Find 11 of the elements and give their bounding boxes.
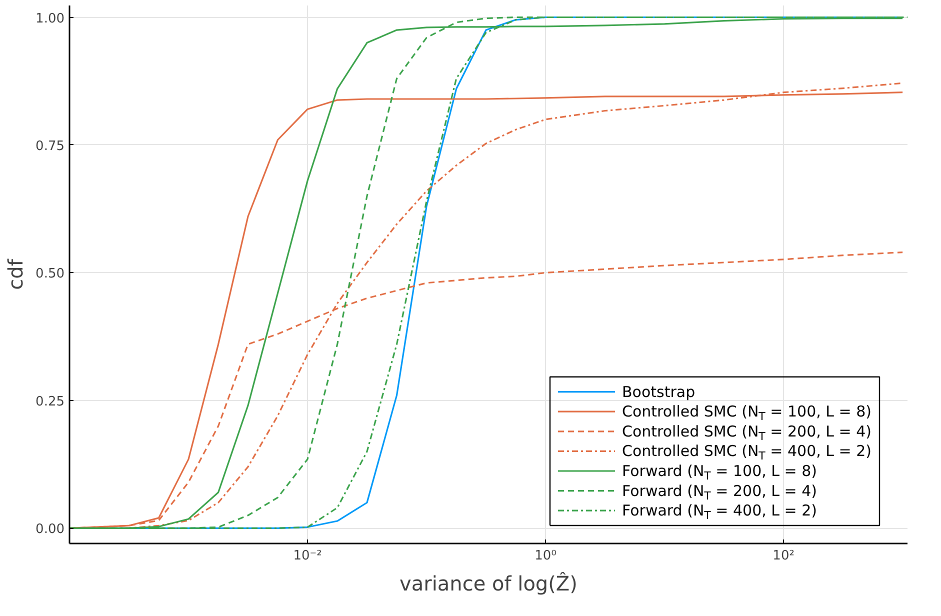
y-tick-label: 0.75 [36,138,65,154]
y-axis-title: cdf [4,258,28,290]
y-tick-label: 0.25 [36,394,65,410]
x-tick-label: 10⁻² [293,548,322,564]
x-tick-label: 10⁰ [534,548,556,564]
y-tick-label: 0.00 [36,522,65,538]
legend-label: Bootstrap [622,382,696,401]
x-tick-label: 10² [772,548,794,564]
y-tick-label: 0.50 [36,266,65,282]
y-tick-label: 1.00 [36,11,65,26]
x-axis-title: variance of log(Ẑ) [400,572,578,596]
